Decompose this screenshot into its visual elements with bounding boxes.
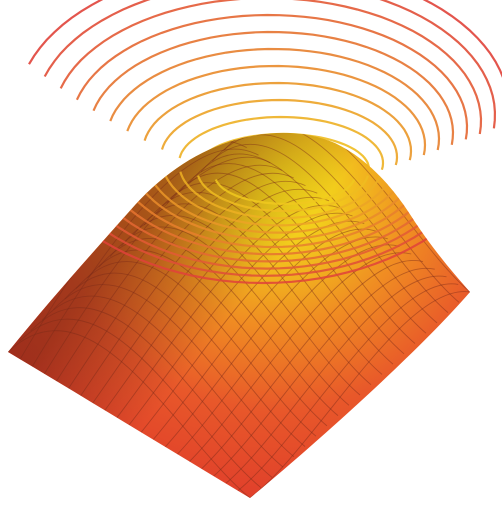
mesh-line (237, 283, 459, 492)
contour-ring (59, 0, 483, 135)
contour-ring-front (161, 167, 397, 227)
mesh-line (249, 291, 470, 499)
mesh-line (87, 249, 328, 427)
contour-ring-front (125, 159, 425, 241)
mesh-line (189, 153, 427, 334)
contour-ring-front (197, 175, 369, 213)
mesh-line (152, 228, 377, 440)
contour-ring (178, 115, 385, 170)
mesh-line (213, 267, 435, 477)
contour-ring (92, 30, 455, 145)
mesh-line (31, 148, 259, 367)
mesh-line (92, 188, 318, 404)
mesh-line (104, 197, 330, 411)
mesh-line (68, 172, 294, 389)
mesh-line (177, 163, 416, 344)
mesh-line (234, 132, 470, 293)
mesh-line (64, 272, 306, 447)
contour-ring (143, 81, 413, 161)
contour-ring (160, 98, 399, 166)
contour-ring (126, 64, 427, 156)
contour-ring (28, 0, 502, 78)
mesh-line (121, 215, 361, 396)
mesh-line (30, 307, 273, 478)
mesh-line (43, 156, 271, 375)
contour-ring-front (179, 171, 383, 220)
mesh-line (177, 244, 400, 455)
mesh-line (53, 284, 295, 458)
contour-ring (75, 13, 469, 140)
mesh-line (189, 252, 412, 462)
contour-ring (43, 0, 497, 129)
mesh-line (19, 318, 262, 489)
mesh-line (41, 295, 284, 468)
contour-ring-front (143, 163, 411, 234)
mesh-line (223, 132, 460, 303)
contour-ring-front (214, 179, 356, 205)
mesh-line (75, 261, 317, 437)
contour-ring (109, 47, 441, 151)
mesh-line (8, 330, 251, 499)
mesh-line (225, 275, 447, 484)
mesh-line (201, 260, 424, 470)
mesh-line (200, 143, 438, 324)
mesh-line (143, 192, 383, 375)
mesh-line (116, 205, 341, 418)
contour-rings (28, 0, 502, 180)
mesh-line (211, 134, 449, 313)
surface-shadow (8, 132, 470, 499)
mesh-line (128, 213, 353, 426)
